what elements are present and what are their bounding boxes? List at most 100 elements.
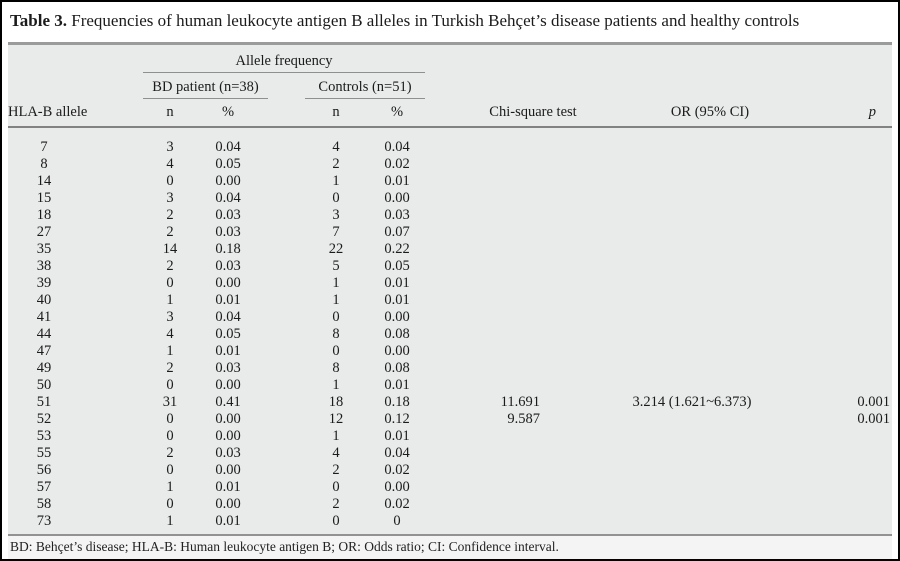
table-row: 7 3 0.04 4 0.04 (8, 139, 892, 156)
cell-controls-n: 0 (332, 309, 340, 325)
column-header-chi-square: Chi-square test (489, 104, 577, 120)
cell-bd-percent: 0.00 (215, 496, 241, 512)
cell-or-ci (548, 445, 836, 462)
cell-controls-percent: 0.22 (384, 241, 410, 257)
cell-p-value (836, 479, 892, 496)
cell-or-ci (548, 428, 836, 445)
cell-controls-n: 1 (332, 275, 340, 291)
cell-p-value (836, 275, 892, 292)
cell-bd-n: 4 (166, 326, 174, 342)
cell-controls-n: 8 (332, 326, 340, 342)
table-row: 38 2 0.03 5 0.05 (8, 258, 892, 275)
cell-allele: 51 (36, 394, 52, 410)
cell-allele: 73 (36, 513, 52, 529)
cell-controls-percent: 0.01 (384, 173, 410, 189)
cell-chi-square (428, 445, 548, 462)
table-row: 41 3 0.04 0 0.00 (8, 309, 892, 326)
cell-or-ci (548, 343, 836, 360)
cell-p-value (836, 207, 892, 224)
cell-bd-n: 0 (166, 173, 174, 189)
table-row: 40 1 0.01 1 0.01 (8, 292, 892, 309)
table-row: 8 4 0.05 2 0.02 (8, 156, 892, 173)
cell-allele: 7 (40, 139, 48, 155)
cell-chi-square (428, 479, 548, 496)
cell-allele: 39 (36, 275, 52, 291)
cell-controls-n: 0 (332, 479, 340, 495)
table-row: 18 2 0.03 3 0.03 (8, 207, 892, 224)
cell-bd-n: 2 (166, 224, 174, 240)
cell-controls-percent: 0.00 (384, 479, 410, 495)
table-row: 35 14 0.18 22 0.22 (8, 241, 892, 258)
cell-p-value (836, 258, 892, 275)
table-row: 15 3 0.04 0 0.00 (8, 190, 892, 207)
cell-allele: 27 (36, 224, 52, 240)
cell-controls-percent: 0.01 (384, 428, 410, 444)
cell-controls-percent: 0.00 (384, 309, 410, 325)
cell-or-ci (548, 309, 836, 326)
cell-p-value (836, 156, 892, 173)
cell-or-ci (548, 258, 836, 275)
cell-controls-n: 2 (332, 462, 340, 478)
cell-allele: 40 (36, 292, 52, 308)
cell-chi-square (428, 224, 548, 241)
cell-p-value (836, 173, 892, 190)
cell-bd-n: 1 (166, 343, 174, 359)
cell-bd-percent: 0.00 (215, 173, 241, 189)
cell-controls-percent: 0.08 (384, 326, 410, 342)
cell-bd-percent: 0.03 (215, 224, 241, 240)
cell-p-value (836, 462, 892, 479)
cell-bd-percent: 0.00 (215, 428, 241, 444)
cell-bd-n: 31 (162, 394, 178, 410)
cell-bd-percent: 0.01 (215, 343, 241, 359)
group-rule (143, 72, 425, 73)
cell-p-value (836, 513, 892, 530)
cell-or-ci (548, 224, 836, 241)
footnote-rule (8, 534, 892, 536)
cell-or-ci (548, 462, 836, 479)
cell-bd-n: 0 (166, 462, 174, 478)
cell-bd-percent: 0.01 (215, 292, 241, 308)
cell-allele: 49 (36, 360, 52, 376)
table-panel: Allele frequency BD patient (n=38) Contr… (8, 42, 892, 559)
cell-bd-n: 2 (166, 445, 174, 461)
cell-chi-square (428, 292, 548, 309)
cell-or-ci (548, 513, 836, 530)
cell-allele: 35 (36, 241, 52, 257)
cell-or-ci (548, 275, 836, 292)
cell-p-value (836, 139, 892, 156)
cell-allele: 38 (36, 258, 52, 274)
cell-controls-n: 0 (332, 190, 340, 206)
table-row: 58 0 0.00 2 0.02 (8, 496, 892, 513)
cell-controls-n: 1 (332, 377, 340, 393)
cell-allele: 50 (36, 377, 52, 393)
subgroup-header-bd-patient: BD patient (n=38) (152, 79, 259, 95)
cell-or-ci (548, 190, 836, 207)
column-header-hla-b-allele: HLA-B allele (8, 104, 88, 120)
cell-allele: 55 (36, 445, 52, 461)
cell-allele: 47 (36, 343, 52, 359)
cell-chi-square (428, 462, 548, 479)
cell-controls-percent: 0.01 (384, 275, 410, 291)
cell-controls-n: 4 (332, 139, 340, 155)
table-row: 56 0 0.00 2 0.02 (8, 462, 892, 479)
cell-bd-n: 1 (166, 479, 174, 495)
column-header-bd-n: n (166, 104, 174, 120)
cell-controls-percent: 0.01 (384, 292, 410, 308)
cell-bd-n: 0 (166, 428, 174, 444)
cell-bd-percent: 0.00 (215, 462, 241, 478)
footnote-strip (8, 536, 892, 559)
cell-or-ci (548, 496, 836, 513)
cell-p-value (836, 326, 892, 343)
cell-controls-percent: 0.08 (384, 360, 410, 376)
cell-bd-percent: 0.00 (215, 275, 241, 291)
cell-bd-n: 0 (166, 275, 174, 291)
cell-bd-percent: 0.05 (215, 156, 241, 172)
cell-controls-n: 1 (332, 428, 340, 444)
cell-bd-percent: 0.01 (215, 479, 241, 495)
cell-bd-n: 0 (166, 411, 174, 427)
cell-or-ci (548, 139, 836, 156)
cell-controls-percent: 0.00 (384, 190, 410, 206)
cell-bd-percent: 0.04 (215, 190, 241, 206)
cell-bd-n: 0 (166, 496, 174, 512)
